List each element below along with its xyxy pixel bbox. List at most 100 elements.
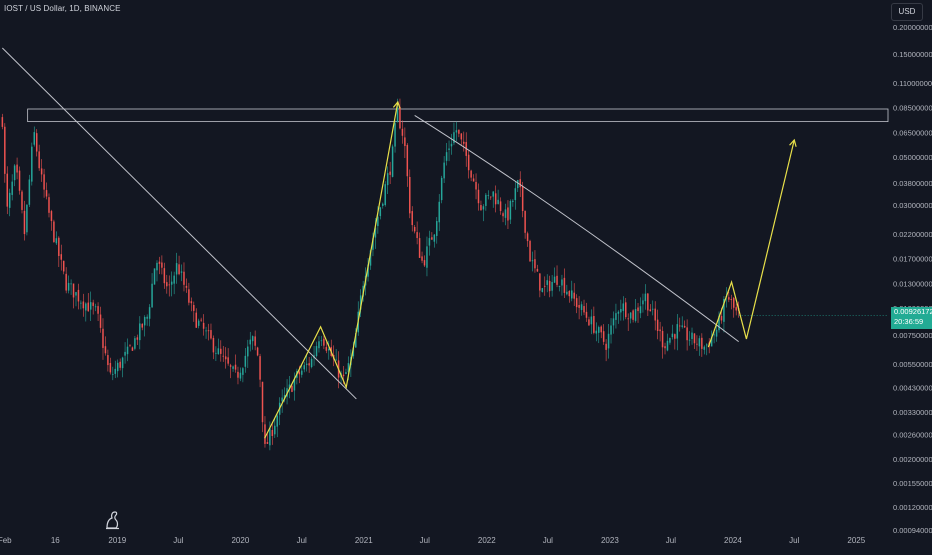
candle-body: [413, 226, 416, 232]
candle-body: [391, 146, 394, 177]
candle-body: [156, 262, 158, 271]
candle-body: [487, 195, 490, 196]
candle-body: [433, 234, 436, 242]
candle-body: [70, 283, 72, 285]
candle-body: [224, 356, 227, 360]
candle-body: [65, 273, 67, 291]
candle-body: [23, 210, 26, 235]
projection-path: [707, 139, 795, 348]
candle-body: [293, 379, 296, 391]
candle-body: [372, 238, 374, 250]
candle-body: [585, 311, 588, 318]
candle-body: [200, 319, 202, 321]
candle-body: [688, 339, 691, 341]
candle-body: [691, 332, 693, 339]
candle-body: [148, 307, 151, 319]
candle-body: [622, 303, 625, 311]
candle-body: [367, 264, 369, 277]
candle-body: [551, 281, 553, 291]
candle-body: [87, 302, 90, 312]
resistance-zone: [27, 108, 889, 123]
candle-body: [595, 330, 598, 334]
candle-body: [301, 370, 303, 375]
candle-body: [674, 334, 676, 339]
candle-body: [418, 238, 421, 258]
candle-body: [612, 318, 615, 326]
candle-body: [92, 302, 94, 306]
candle-body: [568, 291, 571, 297]
candle-body: [126, 346, 129, 355]
candle-body: [18, 170, 21, 191]
candle-body: [494, 193, 497, 205]
candle-body: [556, 275, 558, 285]
candle-body: [197, 320, 200, 326]
candle-body: [588, 319, 590, 326]
candle-body: [732, 297, 735, 308]
y-tick-label: 0.00260000: [893, 431, 932, 440]
candle-body: [409, 176, 411, 214]
candle-body: [399, 106, 401, 129]
live-price-value: 0.00926172: [894, 307, 932, 316]
candle-body: [681, 325, 683, 327]
candle-body: [558, 286, 561, 287]
y-tick-label: 0.03000000: [893, 201, 932, 210]
candle-body: [428, 238, 431, 246]
candle-body: [374, 227, 377, 238]
x-tick-label: 2021: [355, 536, 373, 545]
candle-body: [723, 299, 725, 322]
candle-body: [369, 250, 372, 266]
candle-body: [166, 282, 168, 287]
candle-body: [436, 221, 438, 236]
candle-body: [539, 273, 541, 291]
x-tick-label: 2025: [847, 536, 865, 545]
live-price-tag: 0.00926172 20:36:59: [891, 307, 932, 329]
candle-body: [686, 327, 688, 341]
candle-body: [97, 306, 99, 314]
candle-body: [529, 240, 531, 262]
candle-body: [124, 351, 126, 356]
candle-body: [161, 262, 163, 268]
y-tick-label: 0.02200000: [893, 230, 932, 239]
candle-body: [202, 322, 205, 329]
candle-body: [661, 330, 664, 348]
candle-body: [58, 237, 60, 257]
candle-body: [416, 232, 418, 238]
candle-body: [234, 364, 237, 370]
y-tick-label: 0.06500000: [893, 129, 932, 138]
x-tick-label: Jul: [297, 536, 307, 545]
candle-body: [458, 129, 460, 134]
candle-body: [480, 205, 482, 211]
candle-body: [82, 301, 85, 309]
candle-body: [320, 340, 323, 342]
candle-body: [151, 283, 153, 308]
candle-body: [251, 336, 254, 342]
currency-button[interactable]: USD: [891, 3, 923, 21]
symbol-header: IOST / US Dollar, 1D, BINANCE: [4, 4, 121, 13]
candle-body: [654, 308, 656, 321]
candle-body: [119, 361, 121, 368]
candle-body: [107, 355, 109, 366]
candle-body: [534, 259, 536, 269]
candle-body: [80, 302, 82, 304]
candle-body: [77, 289, 80, 302]
candle-body: [232, 366, 234, 369]
tradingview-logo-icon[interactable]: [104, 510, 122, 530]
candle-body: [578, 304, 580, 308]
candle-body: [239, 372, 242, 379]
candle-body: [389, 171, 391, 175]
candle-body: [598, 327, 600, 333]
candle-body: [423, 260, 426, 266]
candle-body: [580, 304, 583, 310]
candle-body: [220, 348, 222, 354]
candle-body: [136, 337, 139, 340]
candle-body: [472, 178, 475, 182]
x-tick-label: Jul: [420, 536, 430, 545]
candle-body: [406, 144, 409, 177]
candle-body: [701, 337, 703, 349]
candle-body: [485, 194, 487, 206]
candle-body: [99, 314, 102, 328]
candle-body: [703, 346, 706, 350]
candle-body: [448, 148, 450, 150]
x-tick-label: Jul: [543, 536, 553, 545]
